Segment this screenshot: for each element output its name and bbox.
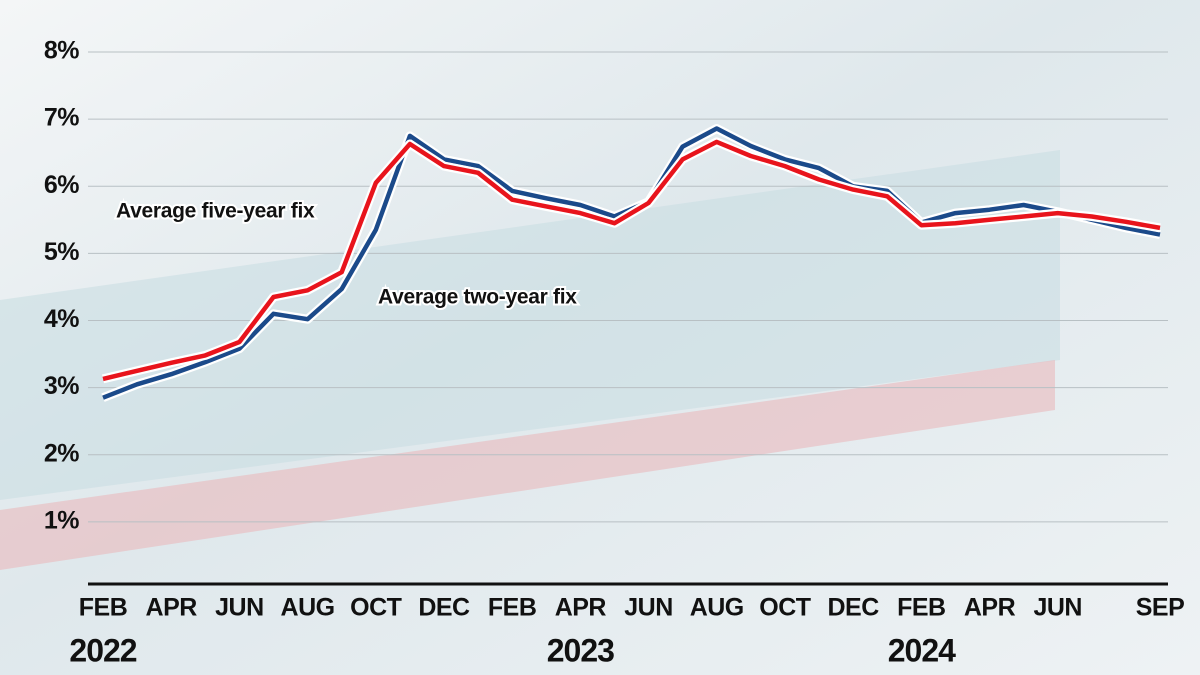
x-tick-label: SEP [1136,594,1185,622]
x-tick-label: DEC [418,594,470,622]
x-tick-label: AUG [690,594,744,622]
year-label: 2023 [547,632,614,668]
x-tick-label: JUN [1033,594,1082,622]
x-tick-label: OCT [350,594,402,622]
x-tick-label: FEB [79,594,128,622]
x-tick-label: OCT [759,594,811,622]
series-line [102,139,1161,382]
x-tick-label: FEB [897,594,946,622]
y-tick-label: 6% [44,171,79,199]
year-label: 2024 [888,632,956,668]
x-tick-label: APR [555,594,607,622]
x-tick-label: APR [964,594,1016,622]
y-tick-label: 2% [44,439,79,467]
x-tick-label: AUG [281,594,335,622]
x-tick-label: JUN [624,594,673,622]
x-tick-label: DEC [827,594,879,622]
y-tick-label: 1% [44,506,79,534]
y-tick-label: 5% [44,238,79,266]
y-tick-label: 4% [44,305,79,333]
y-tick-label: 8% [44,37,79,65]
y-tick-label: 7% [44,104,79,132]
series-label: Average five-year fix [116,200,315,223]
series-label: Average two-year fix [378,286,577,309]
x-tick-label: FEB [488,594,537,622]
x-tick-label: APR [146,594,198,622]
background-sign [0,150,1060,500]
y-tick-label: 3% [44,372,79,400]
year-label: 2022 [69,632,136,668]
x-tick-label: JUN [215,594,264,622]
background-stripe [0,360,1055,570]
